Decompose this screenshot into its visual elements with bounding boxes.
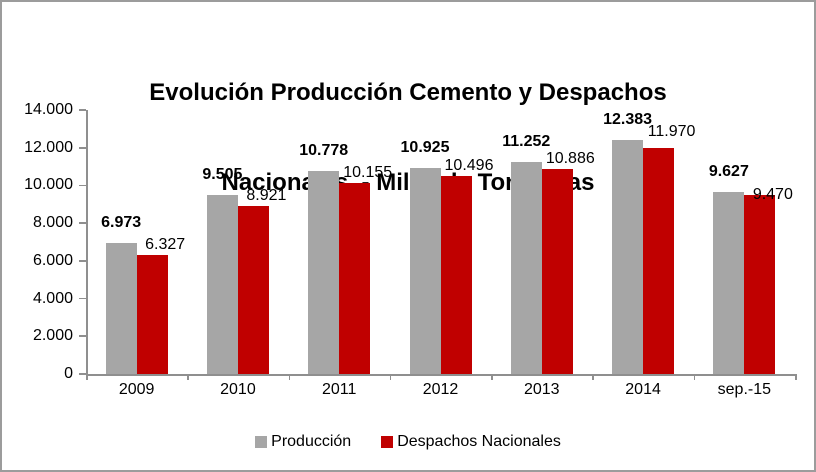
y-axis-tick	[79, 335, 86, 338]
bar-despachos	[541, 168, 573, 374]
y-axis-label: 4.000	[32, 289, 73, 307]
bar-label-produccion: 10.778	[299, 141, 349, 159]
x-axis-tick	[592, 374, 595, 380]
bar-produccion	[105, 242, 137, 374]
legend-swatch-icon	[255, 436, 268, 448]
chart-title-line1: Evolución Producción Cemento y Despachos	[149, 79, 667, 106]
x-axis-label: 2012	[422, 381, 459, 398]
y-axis-label: 0	[64, 365, 73, 382]
x-axis-tick	[491, 374, 493, 380]
y-axis-tick	[79, 222, 86, 224]
y-axis-label: 8.000	[32, 214, 73, 232]
bar-despachos	[440, 176, 472, 374]
legend: Producción Despachos Nacionales	[2, 433, 814, 451]
bar-label-produccion: 9.627	[708, 163, 749, 181]
legend-swatch-icon	[381, 436, 394, 448]
bar-label-despachos: 11.970	[647, 123, 696, 141]
y-axis-label: 6.000	[32, 251, 73, 269]
bar-label-despachos: 6.327	[145, 235, 186, 253]
y-axis-label: 2.000	[32, 327, 73, 345]
x-axis-label: 2013	[523, 381, 560, 398]
bar-produccion	[612, 140, 644, 374]
y-axis-tick	[79, 373, 86, 375]
bar-label-produccion: 6.973	[101, 213, 142, 231]
bar-produccion	[206, 194, 238, 374]
bar-label-produccion: 10.925	[400, 138, 450, 156]
legend-item-despachos: Despachos Nacionales	[381, 433, 561, 451]
y-axis-tick	[79, 260, 86, 262]
y-axis-label: 12.000	[24, 138, 73, 156]
y-axis-tick	[79, 184, 86, 187]
bar-produccion	[713, 192, 745, 374]
x-axis-tick	[389, 374, 392, 380]
y-axis-tick	[79, 297, 86, 300]
y-axis-tick	[79, 146, 86, 149]
bar-despachos	[744, 195, 776, 374]
bar-label-despachos: 10.155	[343, 163, 393, 181]
bar-despachos	[136, 254, 168, 374]
bar-despachos	[643, 148, 675, 374]
y-axis-line	[86, 110, 88, 376]
x-axis-label: 2011	[322, 381, 357, 398]
x-axis-tick	[693, 374, 696, 380]
bar-label-despachos: 8.921	[246, 186, 287, 204]
bar-produccion	[409, 167, 441, 374]
bar-label-despachos: 10.886	[545, 149, 595, 167]
bar-produccion	[308, 170, 340, 374]
bar-label-despachos: 10.496	[444, 157, 494, 175]
bar-label-produccion: 11.252	[502, 132, 551, 150]
bar-despachos	[339, 182, 371, 374]
bar-label-produccion: 12.383	[603, 111, 653, 129]
bar-despachos	[237, 205, 269, 374]
x-axis-label: 2009	[118, 381, 155, 398]
y-axis-tick	[79, 109, 86, 111]
y-axis-label: 14.000	[24, 101, 73, 118]
x-axis-label: sep.-15	[717, 381, 772, 398]
y-axis-label: 10.000	[24, 176, 73, 194]
x-axis-label: 2014	[625, 381, 661, 398]
x-axis-line	[86, 374, 797, 376]
bar-produccion	[510, 161, 542, 374]
x-axis-tick	[795, 374, 797, 380]
legend-label: Despachos Nacionales	[397, 433, 561, 450]
bar-label-despachos: 9.470	[752, 186, 793, 204]
bar-label-produccion: 9.505	[202, 165, 243, 183]
x-axis-tick	[86, 374, 88, 380]
x-axis-tick	[288, 374, 291, 380]
x-axis-label: 2010	[220, 381, 256, 398]
legend-label: Producción	[271, 433, 352, 450]
legend-item-produccion: Producción	[255, 433, 351, 451]
x-axis-tick	[187, 374, 189, 380]
